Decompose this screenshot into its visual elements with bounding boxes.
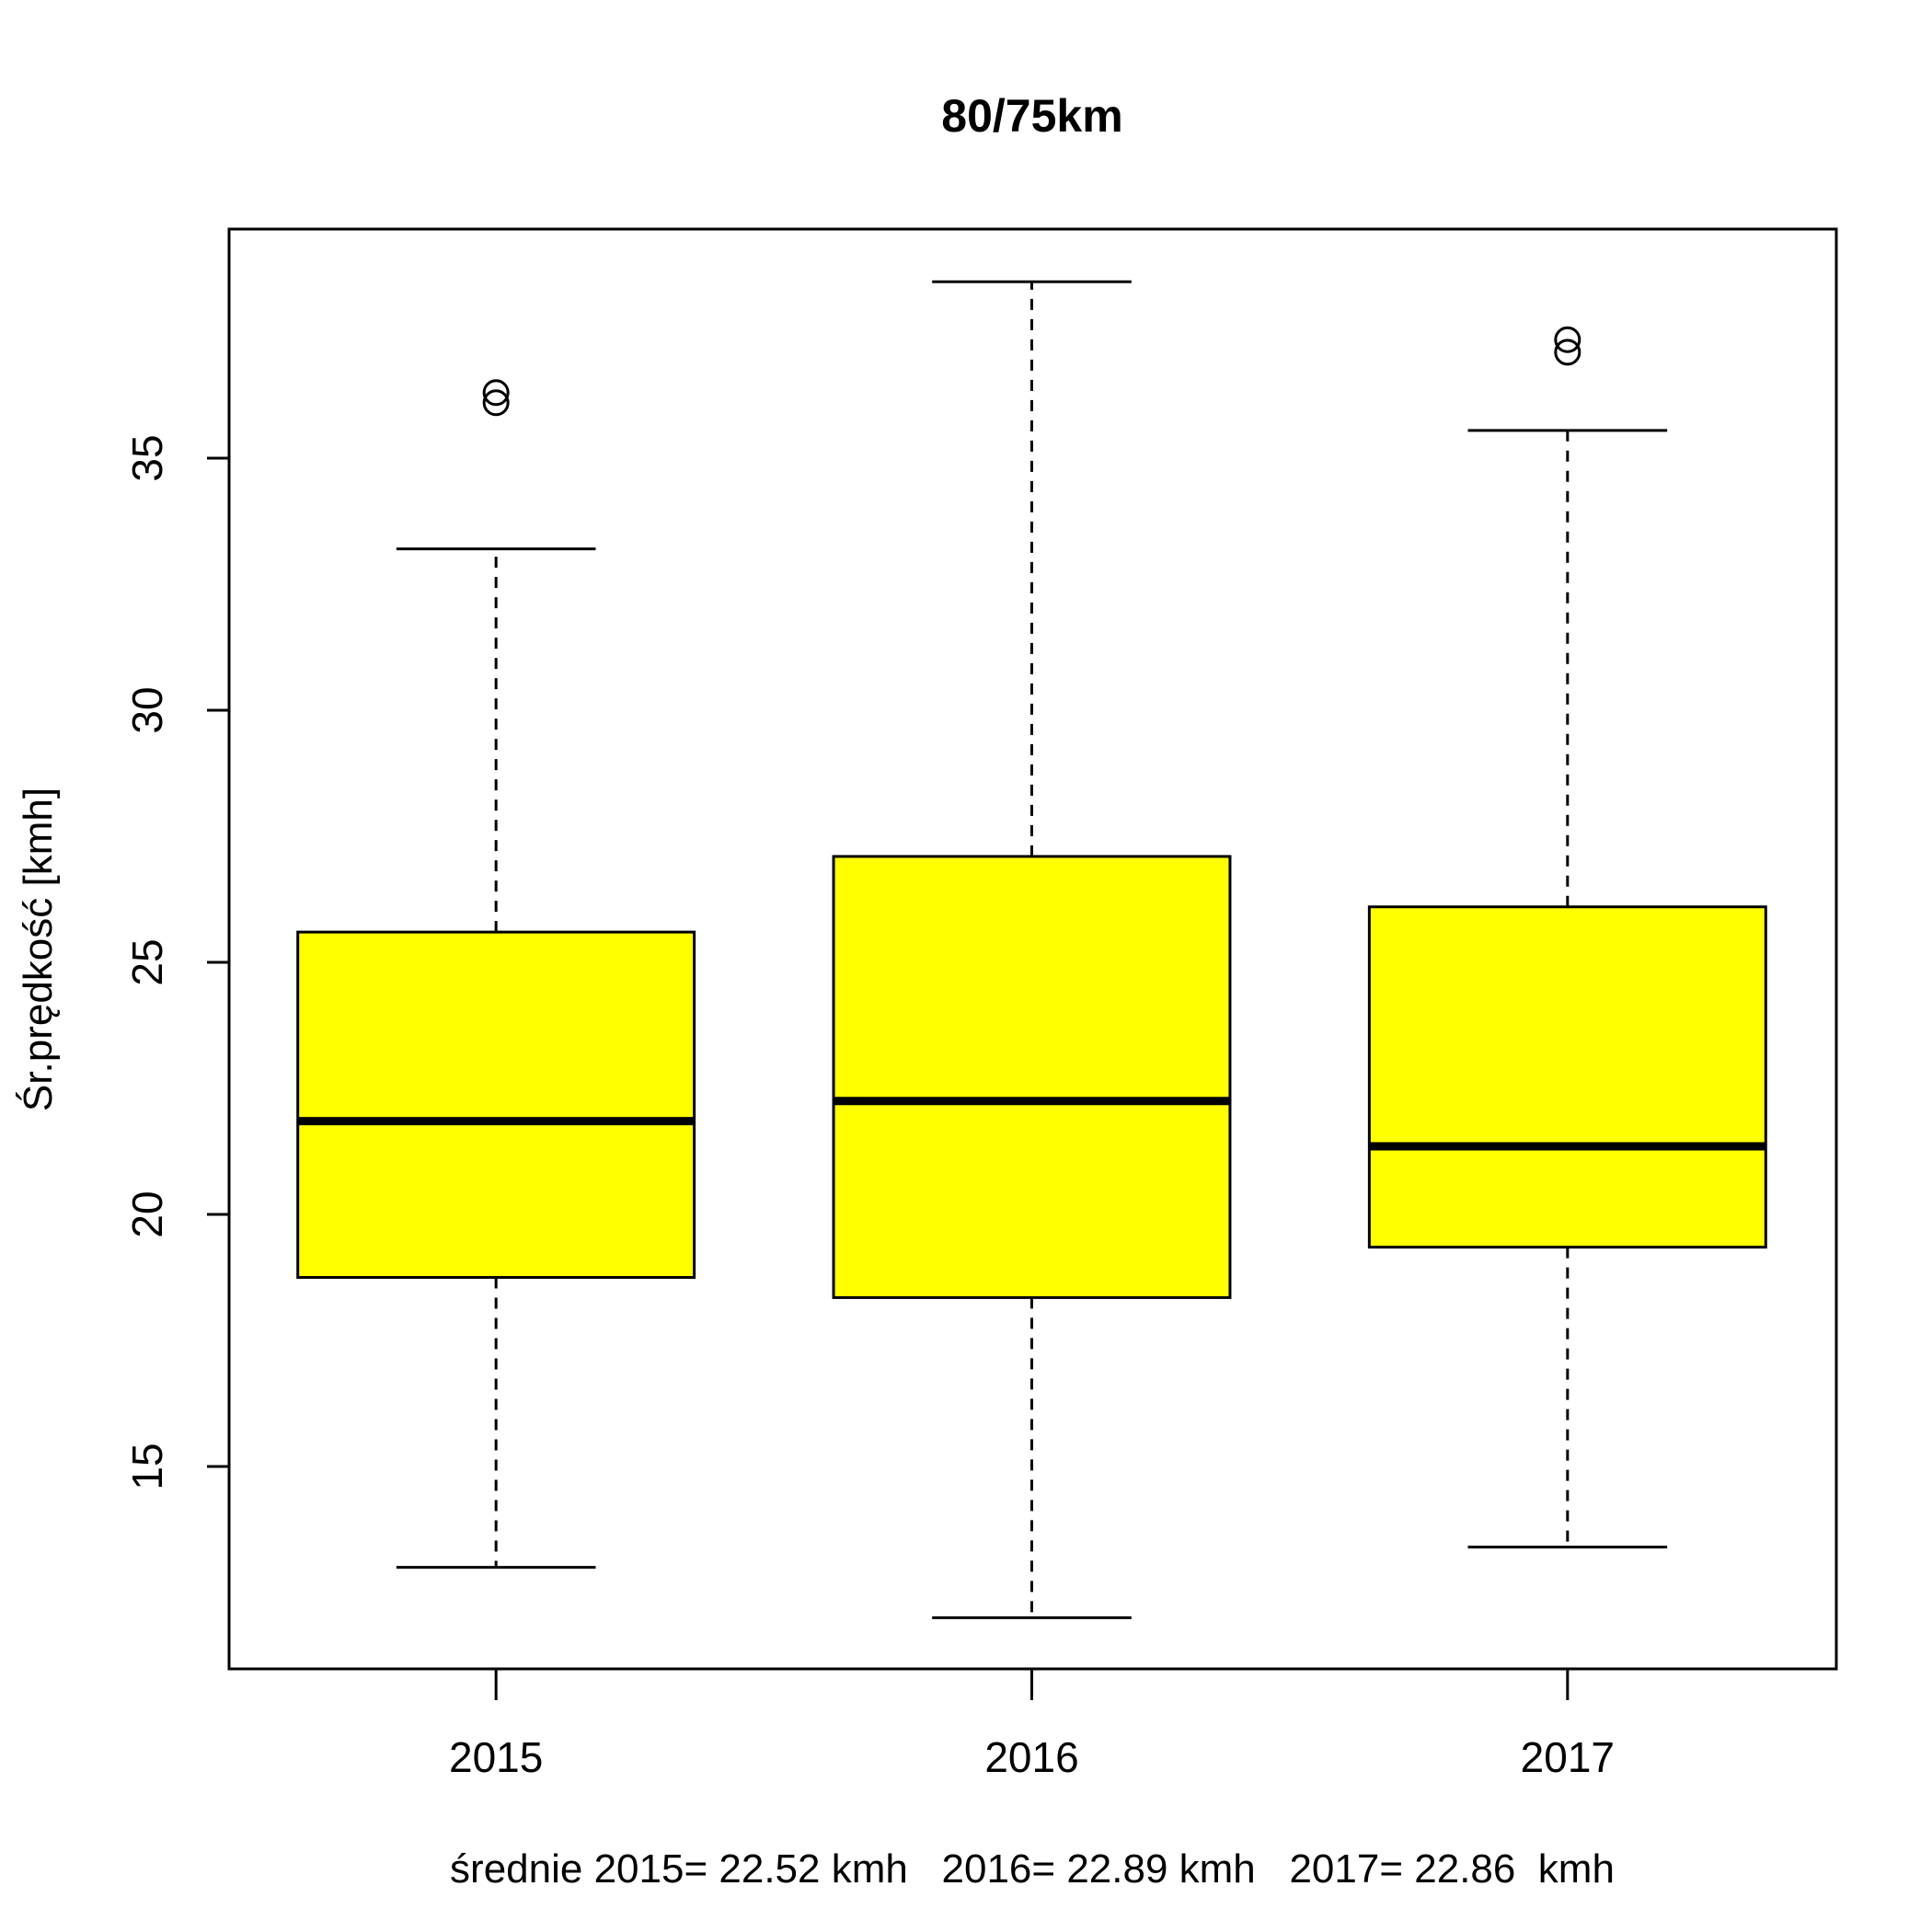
x-axis: 2015 2016 2017 bbox=[449, 1669, 1615, 1781]
box-2017 bbox=[1367, 905, 1767, 1249]
chart-title: 80/75km bbox=[941, 90, 1122, 142]
y-axis-label: Śr.prędkość [kmh] bbox=[14, 788, 61, 1111]
x-tick-label-2015: 2015 bbox=[449, 1733, 543, 1781]
box-group-2015 bbox=[296, 379, 696, 1570]
x-tick-label-2017: 2017 bbox=[1521, 1733, 1615, 1781]
outlier-2015-2 bbox=[482, 379, 510, 407]
box-group-2017 bbox=[1367, 326, 1767, 1549]
box-2015 bbox=[296, 930, 696, 1279]
y-tick-label-30: 30 bbox=[123, 686, 171, 733]
y-tick-label-25: 25 bbox=[123, 938, 171, 985]
outlier-2015-1 bbox=[482, 389, 510, 417]
plot-area bbox=[296, 280, 1767, 1619]
y-tick-label-15: 15 bbox=[123, 1443, 171, 1489]
outlier-2017-2 bbox=[1554, 326, 1581, 353]
x-axis-subtitle: średnie 2015= 22.52 kmh 2016= 22.89 kmh … bbox=[450, 1846, 1615, 1892]
outlier-2017-1 bbox=[1554, 339, 1581, 366]
y-tick-label-20: 20 bbox=[123, 1190, 171, 1237]
y-tick-label-35: 35 bbox=[123, 434, 171, 481]
x-tick-label-2016: 2016 bbox=[984, 1733, 1078, 1781]
box-2016 bbox=[832, 855, 1232, 1299]
box-group-2016 bbox=[832, 280, 1232, 1619]
y-axis: 15 20 25 30 35 bbox=[123, 434, 231, 1490]
